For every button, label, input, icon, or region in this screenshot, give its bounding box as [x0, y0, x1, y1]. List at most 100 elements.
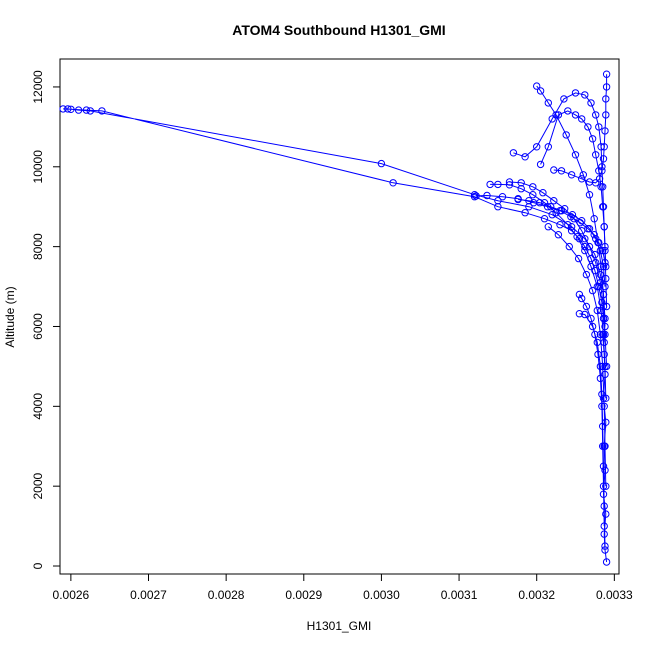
data-point: [598, 163, 606, 171]
data-point: [601, 282, 609, 291]
data-point: [536, 87, 545, 95]
data-point: [389, 179, 397, 187]
data-point: [602, 95, 610, 103]
data-point: [602, 394, 610, 402]
data-point: [565, 242, 573, 251]
data-point: [505, 181, 514, 189]
data-series: [59, 105, 611, 566]
data-point: [533, 82, 541, 90]
data-point: [550, 197, 558, 205]
series-layer: [59, 70, 611, 566]
data-point: [601, 258, 609, 267]
data-point: [567, 171, 576, 179]
y-tick-label: 12000: [31, 70, 45, 104]
data-point: [588, 135, 597, 143]
data-point: [536, 199, 544, 207]
data-point: [602, 302, 611, 311]
data-point: [585, 191, 594, 199]
series-line: [518, 199, 606, 287]
x-axis: 0.0026 0.0027 0.0028 0.0029 0.0030 0.0031 0.00…: [53, 573, 633, 602]
data-point: [590, 215, 598, 223]
data-point: [82, 106, 91, 114]
data-point: [486, 180, 494, 189]
data-point: [548, 211, 556, 219]
data-point: [472, 192, 480, 200]
data-point: [59, 105, 67, 113]
data-point: [584, 123, 592, 131]
data-point: [550, 166, 558, 174]
data-series: [514, 195, 609, 291]
data-point: [601, 242, 609, 251]
data-point: [588, 286, 597, 295]
data-point: [573, 233, 581, 241]
data-point: [588, 322, 597, 331]
data-point: [587, 99, 595, 107]
y-axis-title: Altitude (m): [3, 286, 17, 347]
data-point: [593, 338, 601, 347]
data-point: [601, 322, 609, 331]
data-point: [539, 189, 547, 197]
data-point: [579, 171, 587, 179]
series-line: [536, 85, 606, 327]
data-point: [571, 151, 580, 159]
data-point: [547, 203, 555, 211]
data-point: [602, 274, 610, 283]
data-point: [597, 143, 605, 151]
data-point: [599, 462, 608, 470]
data-point: [540, 215, 549, 223]
x-tick-label: 0.0031: [441, 588, 478, 602]
data-point: [529, 191, 537, 199]
data-point: [498, 193, 507, 201]
data-point: [581, 246, 589, 255]
data-point: [599, 262, 608, 271]
data-point: [598, 390, 606, 398]
data-point: [578, 175, 586, 183]
data-point: [597, 262, 605, 271]
data-point: [505, 178, 514, 186]
data-point: [602, 83, 611, 91]
data-point: [591, 330, 599, 339]
data-point: [86, 107, 95, 115]
data-point: [602, 558, 611, 566]
data-point: [582, 302, 591, 311]
data-point: [600, 223, 608, 231]
data-point: [578, 294, 586, 303]
data-point: [581, 310, 589, 319]
x-tick-label: 0.0027: [130, 588, 167, 602]
data-point: [67, 105, 75, 114]
data-point: [517, 179, 525, 187]
y-tick-label: 2000: [31, 473, 45, 500]
y-tick-label: 10000: [31, 150, 45, 184]
data-point: [74, 106, 83, 114]
x-tick-label: 0.0033: [596, 588, 633, 602]
data-point: [567, 213, 575, 221]
data-point: [494, 197, 502, 205]
data-point: [593, 306, 601, 315]
y-tick-label: 6000: [31, 313, 45, 340]
data-point: [602, 482, 610, 490]
plot-frame: [59, 58, 620, 575]
data-point: [571, 111, 580, 119]
data-point: [601, 330, 609, 339]
data-point: [521, 209, 529, 217]
data-point: [599, 422, 607, 430]
data-point: [599, 246, 607, 255]
data-point: [585, 178, 594, 186]
data-series: [544, 223, 610, 490]
data-point: [470, 191, 479, 199]
data-point: [536, 160, 545, 169]
data-point: [602, 70, 611, 78]
data-point: [575, 290, 584, 299]
data-point: [544, 143, 552, 151]
data-point: [585, 242, 594, 251]
data-point: [529, 183, 537, 191]
data-point: [521, 153, 529, 161]
data-point: [601, 546, 609, 554]
data-point: [494, 180, 502, 189]
data-point: [564, 107, 572, 115]
data-point: [574, 254, 583, 263]
data-point: [592, 235, 600, 243]
chart-title: ATOM4 Southbound H1301_GMI: [232, 22, 445, 38]
data-point: [64, 105, 72, 113]
